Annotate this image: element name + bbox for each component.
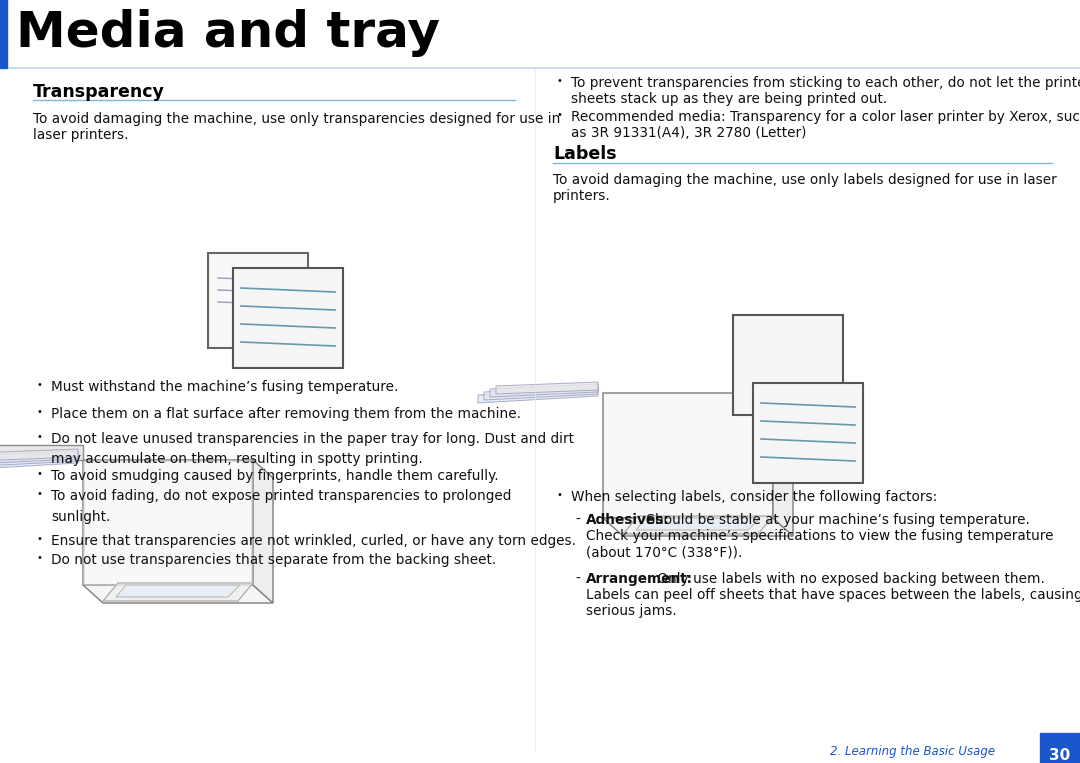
Text: Must withstand the machine’s fusing temperature.: Must withstand the machine’s fusing temp… bbox=[51, 380, 399, 394]
Text: •: • bbox=[37, 553, 43, 563]
Text: •: • bbox=[37, 534, 43, 544]
Text: •: • bbox=[37, 432, 43, 442]
Text: •: • bbox=[37, 489, 43, 499]
Text: •: • bbox=[37, 469, 43, 479]
Text: Place them on a flat surface after removing them from the machine.: Place them on a flat surface after remov… bbox=[51, 407, 521, 421]
Text: When selecting labels, consider the following factors:: When selecting labels, consider the foll… bbox=[571, 490, 937, 504]
Text: •: • bbox=[557, 110, 563, 120]
Text: Do not use transparencies that separate from the backing sheet.: Do not use transparencies that separate … bbox=[51, 553, 496, 567]
Polygon shape bbox=[636, 518, 760, 530]
Text: •: • bbox=[557, 76, 563, 86]
Polygon shape bbox=[0, 451, 78, 464]
Text: •: • bbox=[37, 407, 43, 417]
Text: may accumulate on them, resulting in spotty printing.: may accumulate on them, resulting in spo… bbox=[51, 452, 422, 466]
Bar bbox=[208, 253, 308, 348]
Text: Adhesives:: Adhesives: bbox=[586, 513, 670, 527]
Polygon shape bbox=[484, 386, 598, 400]
Text: Only use labels with no exposed backing between them.: Only use labels with no exposed backing … bbox=[653, 572, 1045, 586]
Polygon shape bbox=[103, 583, 253, 601]
Bar bbox=[1040, 733, 1080, 763]
Text: To avoid damaging the machine, use only labels designed for use in laser: To avoid damaging the machine, use only … bbox=[553, 173, 1056, 187]
Text: sheets stack up as they are being printed out.: sheets stack up as they are being printe… bbox=[571, 92, 888, 106]
Polygon shape bbox=[603, 393, 773, 518]
Text: •: • bbox=[557, 490, 563, 500]
Text: Arrangement:: Arrangement: bbox=[586, 572, 693, 586]
Text: laser printers.: laser printers. bbox=[33, 128, 129, 142]
Polygon shape bbox=[0, 453, 78, 467]
Text: Ensure that transparencies are not wrinkled, curled, or have any torn edges.: Ensure that transparencies are not wrink… bbox=[51, 534, 576, 548]
Text: -: - bbox=[575, 513, 580, 527]
Polygon shape bbox=[0, 455, 78, 470]
Text: Labels can peel off sheets that have spaces between the labels, causing: Labels can peel off sheets that have spa… bbox=[586, 588, 1080, 602]
Text: as 3R 91331(A4), 3R 2780 (Letter): as 3R 91331(A4), 3R 2780 (Letter) bbox=[571, 126, 807, 140]
Polygon shape bbox=[773, 393, 793, 536]
Polygon shape bbox=[0, 449, 78, 461]
Polygon shape bbox=[116, 585, 240, 597]
Text: To avoid fading, do not expose printed transparencies to prolonged: To avoid fading, do not expose printed t… bbox=[51, 489, 511, 503]
Polygon shape bbox=[478, 388, 598, 403]
Bar bbox=[0, 0, 6, 68]
Text: Transparency: Transparency bbox=[33, 83, 165, 101]
Polygon shape bbox=[623, 516, 773, 534]
Polygon shape bbox=[496, 382, 598, 394]
Text: Media and tray: Media and tray bbox=[16, 9, 440, 57]
Text: To prevent transparencies from sticking to each other, do not let the printed: To prevent transparencies from sticking … bbox=[571, 76, 1080, 90]
Text: Check your machine’s specifications to view the fusing temperature: Check your machine’s specifications to v… bbox=[586, 529, 1053, 543]
Text: To avoid damaging the machine, use only transparencies designed for use in: To avoid damaging the machine, use only … bbox=[33, 112, 561, 126]
Text: (about 170°C (338°F)).: (about 170°C (338°F)). bbox=[586, 545, 742, 559]
Polygon shape bbox=[0, 445, 83, 460]
Text: sunlight.: sunlight. bbox=[51, 510, 110, 524]
Text: Recommended media: Transparency for a color laser printer by Xerox, such: Recommended media: Transparency for a co… bbox=[571, 110, 1080, 124]
Text: 2. Learning the Basic Usage: 2. Learning the Basic Usage bbox=[831, 745, 995, 758]
Polygon shape bbox=[83, 460, 253, 585]
Text: Should be stable at your machine’s fusing temperature.: Should be stable at your machine’s fusin… bbox=[643, 513, 1030, 527]
Text: serious jams.: serious jams. bbox=[586, 604, 677, 618]
Text: -: - bbox=[575, 572, 580, 586]
Bar bbox=[753, 383, 863, 483]
Bar bbox=[233, 268, 343, 368]
Text: Labels: Labels bbox=[553, 145, 617, 163]
Text: 30: 30 bbox=[1050, 748, 1070, 763]
Text: To avoid smudging caused by fingerprints, handle them carefully.: To avoid smudging caused by fingerprints… bbox=[51, 469, 499, 483]
Text: •: • bbox=[37, 380, 43, 390]
Polygon shape bbox=[490, 384, 598, 397]
Polygon shape bbox=[83, 585, 273, 603]
Text: Do not leave unused transparencies in the paper tray for long. Dust and dirt: Do not leave unused transparencies in th… bbox=[51, 432, 573, 446]
Polygon shape bbox=[253, 460, 273, 603]
Bar bbox=[733, 315, 843, 415]
Polygon shape bbox=[603, 518, 793, 536]
Text: printers.: printers. bbox=[553, 189, 611, 203]
